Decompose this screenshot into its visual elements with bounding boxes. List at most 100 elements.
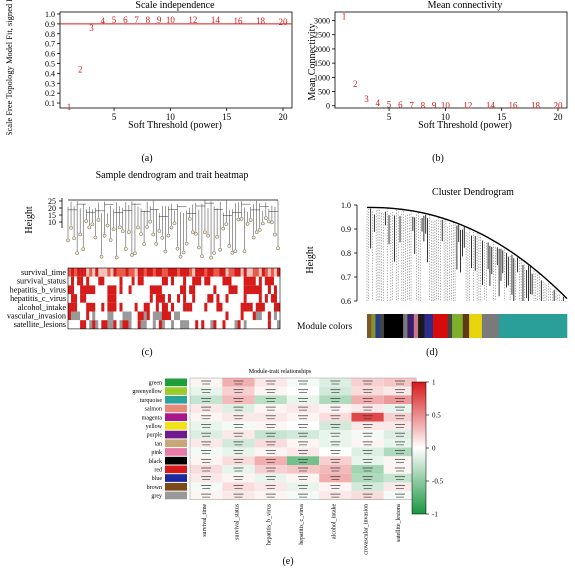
trait-cell xyxy=(140,302,144,312)
trait-cell xyxy=(219,311,223,321)
trait-cell xyxy=(137,268,141,277)
trait-cell xyxy=(131,311,135,321)
y-tick-label: 3000 xyxy=(314,17,330,26)
trait-cell xyxy=(189,285,193,295)
trait-cell xyxy=(222,294,226,303)
sample-leaf xyxy=(181,250,186,255)
trait-cell xyxy=(119,276,123,286)
trait-cell xyxy=(110,302,114,312)
correlation-cell xyxy=(222,378,255,387)
trait-cell xyxy=(186,320,190,329)
trait-cell xyxy=(198,311,202,321)
trait-cell xyxy=(222,311,226,321)
trait-cell xyxy=(192,311,196,321)
correlation-cell xyxy=(383,395,417,405)
module-swatch xyxy=(165,430,187,439)
module-label: green xyxy=(149,381,162,387)
caption-a: (a) xyxy=(141,153,153,164)
trait-cell xyxy=(98,311,102,321)
trait-cell xyxy=(195,320,199,329)
correlation-cell xyxy=(351,386,384,396)
trait-cell xyxy=(122,311,126,321)
colorbar-tick-label: 0.5 xyxy=(432,412,441,420)
correlation-cell xyxy=(254,430,287,439)
trait-cell xyxy=(252,320,256,329)
trait-cell xyxy=(219,302,223,312)
trait-cell xyxy=(143,285,147,295)
point-label: 20 xyxy=(553,101,563,111)
trait-cell xyxy=(167,320,172,329)
trait-cell xyxy=(180,294,184,303)
sample-leaf xyxy=(242,249,247,253)
panel-c-title: Sample dendrogram and trait heatmap xyxy=(96,170,249,181)
trait-cell xyxy=(219,276,223,286)
correlation-cell xyxy=(190,421,223,431)
module-color-block xyxy=(481,314,500,338)
trait-cell xyxy=(104,285,108,295)
trait-cell xyxy=(219,268,223,277)
sample-leaf xyxy=(212,251,216,255)
trait-cell xyxy=(170,302,175,312)
correlation-cell xyxy=(383,447,417,457)
trait-cell xyxy=(161,311,166,321)
trait-cell xyxy=(207,311,211,321)
correlation-cell xyxy=(222,404,255,413)
trait-cell xyxy=(246,294,250,303)
trait-cell xyxy=(201,302,205,312)
trait-cell xyxy=(195,302,199,312)
trait-cell xyxy=(276,294,281,303)
module-color-block xyxy=(424,314,434,338)
correlation-cell xyxy=(222,412,255,422)
trait-cell xyxy=(213,276,217,286)
correlation-cell xyxy=(286,473,320,483)
correlation-cell xyxy=(286,421,320,431)
trait-label: alcohol_intake xyxy=(18,303,67,312)
trait-cell xyxy=(267,320,272,329)
trait-cell xyxy=(189,294,193,303)
colorbar-tick-label: -0.5 xyxy=(432,478,444,486)
sample-leaf xyxy=(117,225,122,230)
trait-cell xyxy=(161,302,166,312)
trait-cell xyxy=(149,268,153,277)
trait-cell xyxy=(237,294,241,303)
point-label: 8 xyxy=(421,100,426,110)
trait-cell xyxy=(83,320,87,329)
sample-leaf xyxy=(191,230,195,235)
sample-leaf xyxy=(145,225,149,229)
trait-cell xyxy=(140,320,144,329)
trait-cell xyxy=(80,311,84,321)
sample-leaf xyxy=(111,227,116,231)
trait-cell xyxy=(113,268,117,277)
trait-cell xyxy=(183,302,187,312)
trait-cell xyxy=(68,276,72,286)
trait-cell xyxy=(71,294,75,303)
correlation-cell xyxy=(351,473,384,483)
trait-cell xyxy=(128,276,132,286)
trait-cell xyxy=(80,268,84,277)
correlation-cell xyxy=(319,430,352,439)
point-label: 8 xyxy=(146,15,151,25)
trait-cell xyxy=(249,268,253,277)
sample-leaf xyxy=(72,236,76,241)
trait-cell xyxy=(122,320,126,329)
correlation-cell xyxy=(383,421,417,431)
y-tick-label: 1.0 xyxy=(341,201,351,210)
trait-cell xyxy=(95,311,99,321)
correlation-cell xyxy=(254,404,287,413)
trait-cell xyxy=(195,268,199,277)
module-swatch xyxy=(165,378,187,387)
module-color-block xyxy=(371,314,376,338)
correlation-cell xyxy=(319,482,352,492)
trait-column-label: survival_time xyxy=(202,503,208,536)
correlation-cell xyxy=(286,378,320,387)
trait-cell xyxy=(213,311,217,321)
panel-d-plot-area: 0.6 0.7 0.8 0.9 1.0 xyxy=(341,201,568,338)
correlation-cell xyxy=(222,482,255,492)
trait-cell xyxy=(116,320,120,329)
trait-cell xyxy=(273,302,278,312)
trait-cell xyxy=(170,276,175,286)
trait-column-label: satellite_lesions xyxy=(396,503,402,542)
trait-cell xyxy=(86,294,90,303)
module-swatch xyxy=(165,395,187,404)
trait-cell xyxy=(125,311,129,321)
